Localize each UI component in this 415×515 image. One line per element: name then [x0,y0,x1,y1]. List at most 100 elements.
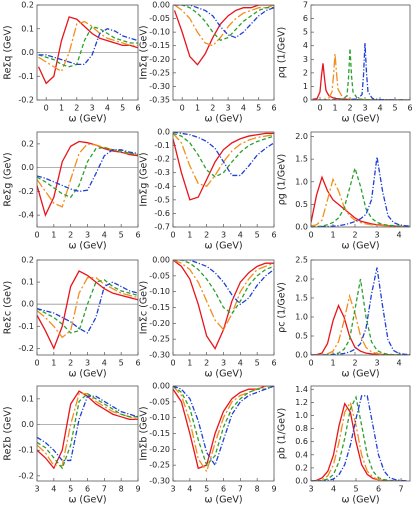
y-tick-label: -0.05 [149,397,170,406]
x-tick-label: 4 [396,231,401,240]
x-tick-label: 5 [392,104,397,113]
y-tick-label: 0.0 [295,223,308,232]
x-tick-label: 2 [68,359,73,368]
y-tick-label: 1.4 [295,385,308,394]
curve [311,156,410,227]
y-tick-label: -0.3 [154,168,170,177]
x-tick-label: 1 [332,104,337,113]
curve [37,395,138,462]
x-tick-label: 5 [353,485,358,494]
curve [37,281,138,334]
curve [38,28,138,66]
x-tick-label: 9 [271,485,276,494]
y-tick-label: -0.2 [18,471,34,480]
y-tick-label: 0.2 [295,463,308,472]
y-tick-label: -0.15 [149,303,170,312]
x-tick-label: 0 [170,359,175,368]
x-tick-label: 4 [105,104,110,113]
x-tick-label: 8 [255,485,260,494]
y-tick-label: -0.10 [149,28,170,37]
y-tick-label: 2 [303,68,308,77]
plot-frame [172,131,275,228]
x-axis-label: ω (GeV) [341,369,379,380]
x-tick-label: 2 [352,231,357,240]
x-tick-label: 3 [308,485,313,494]
x-tick-label: 4 [102,359,107,368]
y-tick-label: 0.2 [21,256,34,265]
x-tick-label: 6 [271,359,276,368]
curve [173,386,274,467]
curve [173,132,274,178]
x-tick-label: 6 [135,359,140,368]
y-tick-label: 0.0 [21,163,34,172]
x-tick-label: 1 [187,359,192,368]
x-tick-label: 3 [85,359,90,368]
curve [37,140,138,217]
curve [311,267,410,355]
x-tick-label: 1 [187,231,192,240]
x-axis-label: ω (GeV) [341,495,379,506]
x-axis-label: ω (GeV) [341,241,379,252]
curves [311,267,410,355]
plot-frame [310,4,411,101]
y-tick-label: -0.20 [149,319,170,328]
curve [173,260,274,315]
x-tick-label: 3 [374,359,379,368]
y-tick-label: -0.1 [154,141,170,150]
curves [173,386,274,474]
x-tick-label: 5 [119,231,124,240]
y-tick-label: 0.8 [295,424,308,433]
curve [173,132,274,201]
y-tick-label: 2.5 [295,256,308,265]
y-tick-label: 0.1 [21,24,34,33]
y-axis-label: ReΣc (GeV) [3,281,14,334]
y-tick-label: 0.0 [295,351,308,360]
plot-frame [310,259,411,356]
x-tick-label: 6 [135,104,140,113]
x-tick-label: 1 [330,359,335,368]
curve [311,165,410,227]
x-tick-label: 3 [90,104,95,113]
curve [37,146,138,199]
y-tick-label: -0.15 [149,41,170,50]
y-axis-label: ρb (1/GeV) [277,408,288,459]
x-tick-label: 0 [308,359,313,368]
curve [311,400,407,481]
y-axis-label: ImΣb (GeV) [139,406,150,460]
y-tick-label: 0.00 [152,382,170,391]
y-tick-label: -0.30 [149,351,170,360]
x-tick-label: 4 [238,231,243,240]
curves [37,140,138,217]
y-tick-label: 0.0 [295,477,308,486]
curve [311,402,407,481]
x-tick-label: 6 [407,104,412,113]
x-tick-label: 5 [255,359,260,368]
plot-frame [172,259,275,356]
curve [173,260,274,331]
x-tick-label: 0 [308,231,313,240]
y-tick-label: 0.0 [21,48,34,57]
plot-frame [172,385,275,482]
y-axis-label: ρg (1/GeV) [277,154,288,205]
y-axis-label: ρq (1/GeV) [277,27,288,78]
panel: 0 1 2 3 4 5 6 0.00 -0.05 -0.10 -0.15 -0.20 -0.25 -0.3… [139,1,277,125]
y-tick-label: 0.2 [21,139,34,148]
x-tick-label: 7 [102,485,107,494]
y-tick-label: -0.5 [154,195,170,204]
curve [37,392,138,470]
x-tick-label: 3 [221,231,226,240]
curve [37,16,138,85]
curves [37,270,138,351]
curve [311,395,407,481]
x-axis-label: ω (GeV) [204,241,242,252]
x-tick-label: 4 [241,104,246,113]
x-axis-label: ω (GeV) [341,114,379,125]
plot-frame [310,131,411,228]
panel: 0 1 2 3 4 5 6 -0.4 -0.2 0.0 0.2 ω (GeV) ReΣg (GeV) [3,131,141,252]
y-axis-label: ImΣq (GeV) [139,25,150,79]
y-tick-label: 1 [303,82,308,91]
plot-frame [36,131,139,228]
x-tick-label: 4 [238,359,243,368]
y-tick-label: 0.0 [21,300,34,309]
y-axis-label: ρc (1/GeV) [277,282,288,333]
